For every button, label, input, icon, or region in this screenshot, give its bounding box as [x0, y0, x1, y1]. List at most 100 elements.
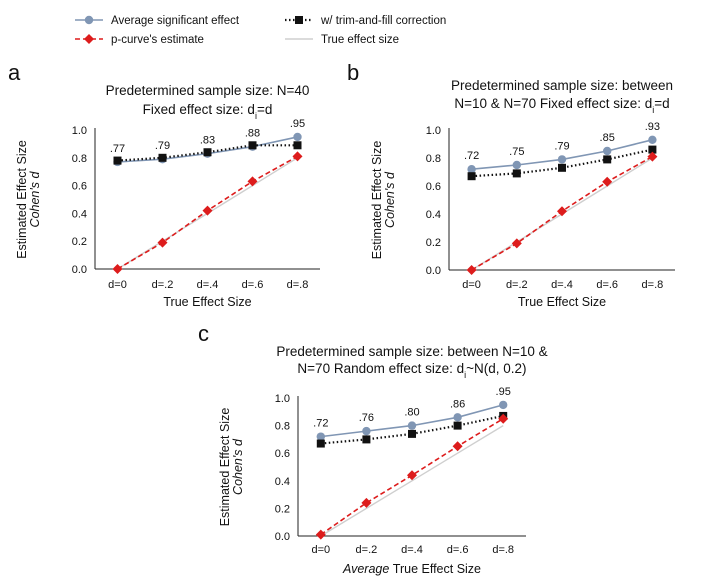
title-subscript: i	[652, 105, 654, 115]
series-2	[466, 151, 658, 275]
data-label: .72	[464, 150, 479, 162]
data-point	[467, 172, 476, 181]
data-label: .95	[496, 386, 511, 398]
series-line	[471, 148, 653, 178]
data-point	[203, 148, 212, 157]
y-tick-label: 0.6	[275, 448, 290, 460]
data-point	[603, 155, 612, 164]
x-tick-label: d=.4	[551, 279, 573, 291]
x-tick-label: d=.2	[152, 279, 174, 291]
data-label: .77	[110, 143, 125, 155]
series-2	[112, 151, 303, 274]
y-axis-label-italic: Cohen's d	[231, 438, 245, 495]
title-subscript: i	[464, 370, 466, 380]
series-1	[467, 145, 657, 181]
panel-title-line: N=70 Random effect size: di~N(d, 0.2)	[297, 361, 526, 380]
data-point	[407, 421, 417, 430]
y-tick-label: 1.0	[426, 125, 441, 137]
data-point	[557, 206, 567, 217]
data-point	[467, 165, 476, 174]
data-point	[557, 155, 567, 164]
data-label: .86	[450, 398, 465, 410]
x-tick-label: d=.8	[642, 279, 664, 291]
x-axis-label: Average True Effect Size	[342, 562, 481, 576]
y-tick-label: 0.6	[426, 181, 441, 193]
x-tick-label: d=0	[108, 279, 127, 291]
y-tick-label: 0.8	[72, 153, 87, 165]
series-0: .72 .75 .79 .85 .93	[464, 121, 660, 174]
data-point	[603, 146, 612, 156]
panel-letter: b	[347, 60, 359, 85]
data-label: .79	[554, 140, 569, 152]
data-point	[512, 169, 521, 178]
x-tick-label: d=.8	[492, 544, 514, 556]
legend-item: True effect size	[285, 34, 399, 46]
x-tick-label: d=.8	[287, 279, 309, 291]
data-point	[407, 470, 417, 481]
data-point	[316, 439, 325, 448]
data-point	[453, 413, 462, 422]
legend-item: w/ trim-and-fill correction	[285, 15, 446, 27]
data-point	[558, 163, 566, 172]
data-label: .80	[404, 407, 419, 419]
x-tick-label: d=.6	[447, 544, 469, 556]
y-axis-label: Estimated Effect Size	[370, 141, 384, 260]
data-point	[316, 432, 325, 441]
chart-panels: a Predetermined sample size: N=40 Fixed ef…	[8, 60, 675, 576]
data-point	[648, 145, 657, 154]
x-tick-label: d=.6	[242, 279, 264, 291]
chart-panel-b: b Predetermined sample size: between N=10 …	[347, 60, 675, 309]
y-axis-label: Estimated Effect Size	[218, 408, 232, 527]
y-axis-label-italic: Cohen's d	[28, 171, 42, 228]
data-point	[315, 529, 326, 540]
legend-label: Average significant effect	[111, 15, 240, 27]
y-tick-label: 0.4	[426, 209, 441, 221]
panel-title-line: N=10 & N=70 Fixed effect size: di=d	[454, 96, 669, 115]
x-tick-label: d=.4	[197, 279, 219, 291]
panel-title-line: Predetermined sample size: N=40	[106, 83, 310, 98]
title-subscript: i	[255, 111, 257, 121]
data-point	[293, 132, 302, 142]
panel-title-line: Predetermined sample size: between	[451, 78, 673, 93]
y-tick-label: 0.2	[72, 236, 87, 248]
y-tick-label: 0.8	[426, 153, 441, 165]
data-point	[499, 400, 508, 410]
title-suffix: =d	[654, 96, 669, 111]
panel-letter: c	[198, 321, 209, 346]
data-label: .79	[155, 140, 170, 152]
legend-swatch-marker	[84, 34, 94, 44]
data-point	[202, 205, 213, 216]
y-tick-label: 0.0	[426, 265, 441, 277]
series-3	[320, 425, 504, 537]
legend-item: p-curve's estimate	[75, 34, 204, 46]
chart-panel-c: c Predetermined sample size: between N=10…	[198, 321, 548, 576]
series-1	[113, 141, 302, 165]
panel-letter: a	[8, 60, 21, 85]
y-tick-label: 0.4	[275, 476, 290, 488]
data-point	[362, 435, 371, 444]
y-tick-label: 0.0	[72, 264, 87, 276]
y-tick-label: 0.8	[275, 421, 290, 433]
data-label: .93	[645, 121, 660, 133]
data-point	[466, 265, 477, 275]
data-point	[158, 153, 167, 162]
chart-panel-a: a Predetermined sample size: N=40 Fixed ef…	[8, 60, 320, 309]
legend-label: p-curve's estimate	[111, 34, 204, 46]
x-axis-label: True Effect Size	[163, 295, 251, 309]
series-line	[320, 425, 504, 537]
data-point	[247, 176, 258, 187]
data-point	[248, 141, 257, 150]
data-point	[452, 441, 463, 452]
y-tick-label: 0.2	[426, 237, 441, 249]
data-point	[408, 429, 416, 438]
panel-title-line: Predetermined sample size: between N=10 …	[276, 344, 547, 359]
legend-label: True effect size	[321, 34, 399, 46]
data-point	[511, 238, 522, 249]
series-0: .72 .76 .80 .86 .95	[313, 386, 511, 441]
data-point	[112, 264, 123, 274]
y-axis-label-italic: Cohen's d	[383, 171, 397, 228]
data-point	[512, 160, 521, 170]
data-point	[647, 151, 658, 162]
data-point	[498, 413, 509, 424]
